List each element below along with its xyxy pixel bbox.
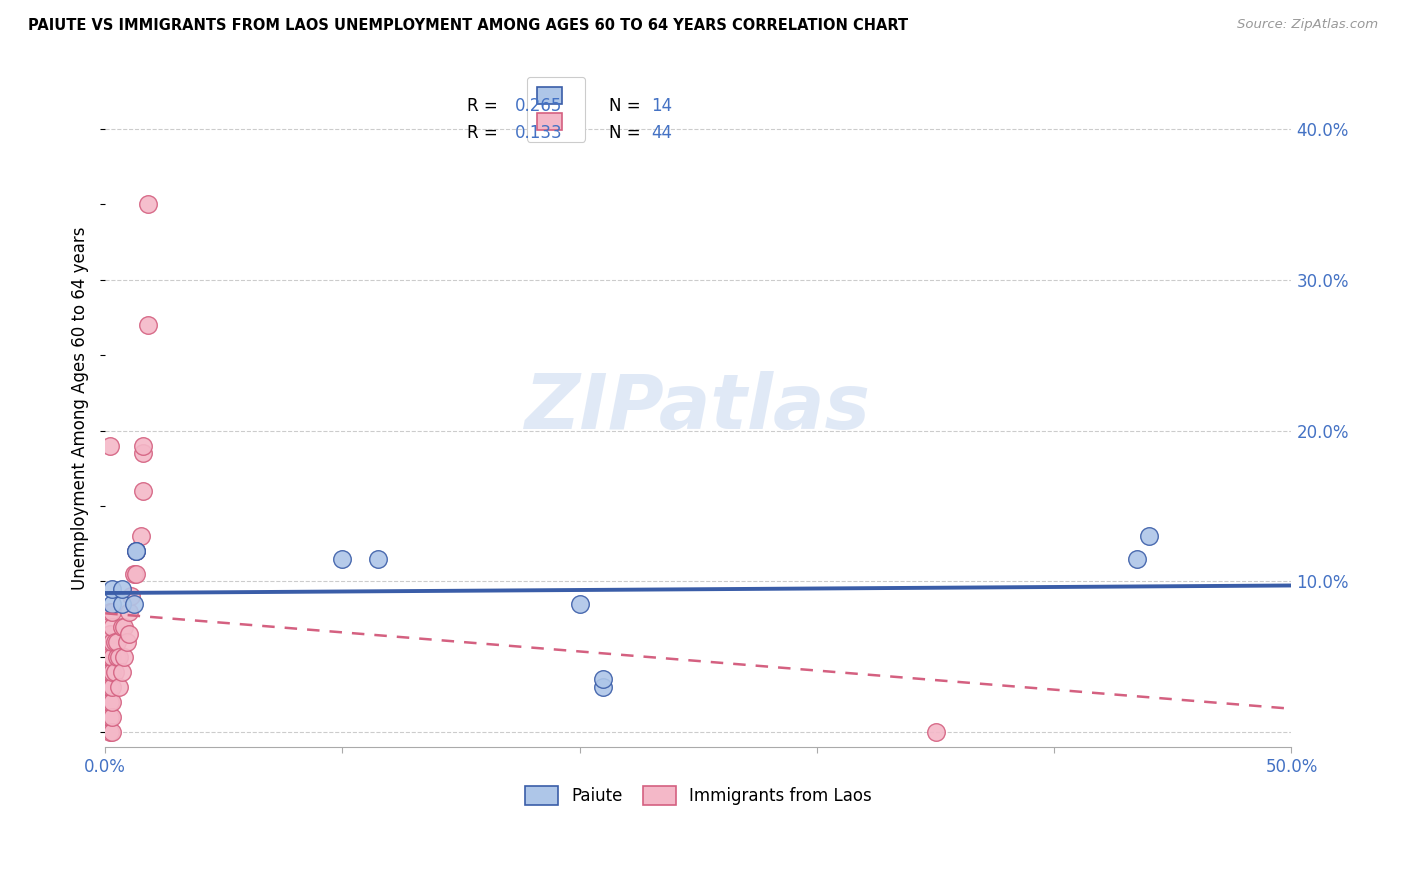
Point: [129, 529, 152, 543]
Point: [115, 634, 138, 648]
Text: N =: N =: [609, 97, 647, 115]
Point: [118, 605, 141, 619]
Text: R =: R =: [467, 124, 503, 142]
Point: [125, 544, 148, 558]
Text: PAIUTE VS IMMIGRANTS FROM LAOS UNEMPLOYMENT AMONG AGES 60 TO 64 YEARS CORRELATIO: PAIUTE VS IMMIGRANTS FROM LAOS UNEMPLOYM…: [28, 18, 908, 33]
Point: [98, 634, 121, 648]
Point: [112, 649, 135, 664]
Text: 44: 44: [651, 124, 672, 142]
Point: [1126, 551, 1149, 566]
Point: [101, 725, 124, 739]
Point: [132, 439, 155, 453]
Point: [108, 649, 131, 664]
Text: 0.133: 0.133: [515, 124, 562, 142]
Point: [101, 665, 124, 679]
Text: 14: 14: [651, 97, 672, 115]
Point: [101, 605, 124, 619]
Y-axis label: Unemployment Among Ages 60 to 64 years: Unemployment Among Ages 60 to 64 years: [72, 227, 89, 590]
Point: [111, 597, 134, 611]
Point: [98, 642, 121, 657]
Point: [98, 695, 121, 709]
Point: [132, 446, 155, 460]
Point: [924, 725, 946, 739]
Point: [136, 197, 159, 211]
Point: [98, 725, 121, 739]
Point: [98, 605, 121, 619]
Point: [592, 673, 614, 687]
Point: [105, 649, 128, 664]
Point: [98, 710, 121, 724]
Point: [108, 680, 131, 694]
Text: Source: ZipAtlas.com: Source: ZipAtlas.com: [1237, 18, 1378, 31]
Point: [101, 620, 124, 634]
Point: [101, 695, 124, 709]
Point: [101, 597, 124, 611]
Point: [125, 566, 148, 581]
Point: [104, 665, 127, 679]
Point: [112, 620, 135, 634]
Point: [101, 634, 124, 648]
Point: [111, 665, 134, 679]
Point: [111, 620, 134, 634]
Text: N =: N =: [609, 124, 647, 142]
Point: [136, 318, 159, 332]
Point: [98, 649, 121, 664]
Point: [592, 680, 614, 694]
Point: [111, 582, 134, 596]
Point: [122, 566, 145, 581]
Point: [101, 680, 124, 694]
Point: [1137, 529, 1160, 543]
Point: [122, 597, 145, 611]
Point: [104, 634, 127, 648]
Point: [132, 483, 155, 498]
Text: R =: R =: [467, 97, 503, 115]
Point: [101, 649, 124, 664]
Point: [125, 544, 148, 558]
Point: [118, 627, 141, 641]
Point: [367, 551, 389, 566]
Point: [101, 710, 124, 724]
Point: [568, 597, 591, 611]
Text: ZIPatlas: ZIPatlas: [526, 371, 872, 445]
Point: [120, 590, 142, 604]
Point: [105, 634, 128, 648]
Point: [125, 544, 148, 558]
Point: [101, 582, 124, 596]
Legend: Paiute, Immigrants from Laos: Paiute, Immigrants from Laos: [516, 778, 880, 814]
Text: 0.265: 0.265: [515, 97, 562, 115]
Point: [98, 439, 121, 453]
Point: [332, 551, 354, 566]
Point: [98, 627, 121, 641]
Point: [98, 680, 121, 694]
Point: [98, 665, 121, 679]
